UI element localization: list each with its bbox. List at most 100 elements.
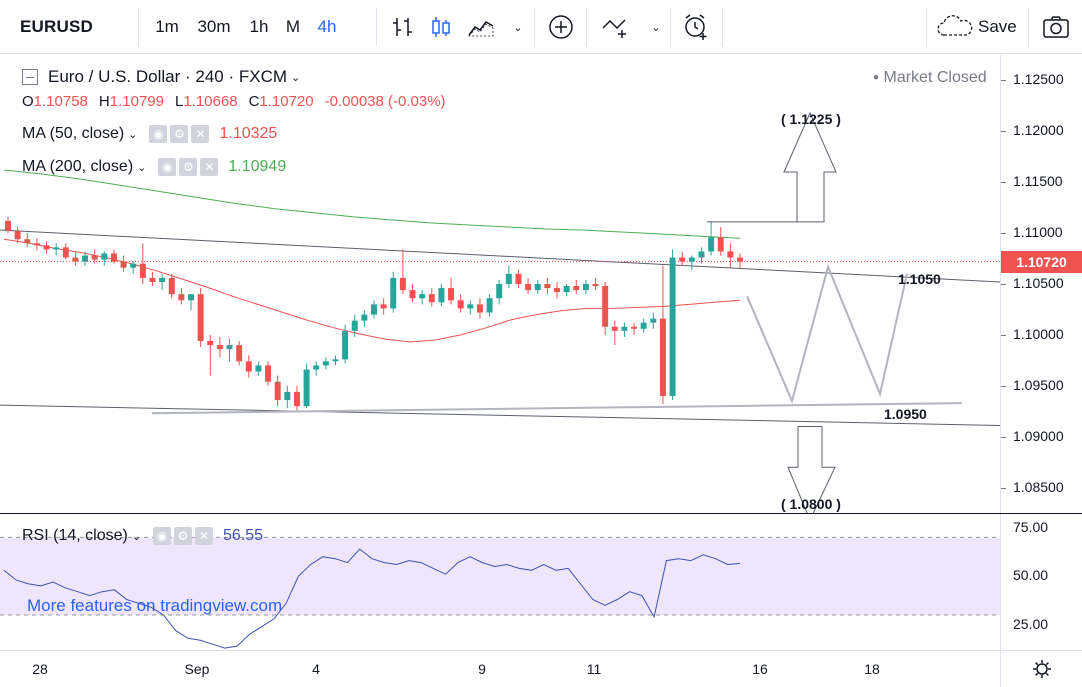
price-chart-panel[interactable] <box>0 55 1001 522</box>
target-up-annotation: ( 1.1225 ) <box>781 111 841 127</box>
ma200-legend: MA (200, close) ⌄ ◉ ⚙ ✕ 1.10949 <box>22 158 286 176</box>
rsi-axis[interactable]: 75.00 50.00 25.00 <box>1000 514 1082 650</box>
candle-body <box>688 257 695 262</box>
candle-body <box>197 294 204 341</box>
indicators-dropdown-chevron-icon[interactable]: ⌄ <box>651 21 661 34</box>
candle-body <box>62 247 69 258</box>
candle-body <box>563 286 570 293</box>
interval-1h-button[interactable]: 1h <box>249 17 269 36</box>
candle-body <box>110 253 117 262</box>
price-axis-tick <box>1001 436 1006 438</box>
price-axis-label: 1.10000 <box>1013 325 1064 342</box>
candle-body <box>120 261 127 268</box>
candle-body <box>351 320 358 331</box>
gear-icon[interactable]: ⚙ <box>170 125 189 143</box>
ma200-menu-chevron-icon[interactable]: ⌄ <box>137 161 147 174</box>
gear-icon[interactable]: ⚙ <box>179 158 198 176</box>
time-axis[interactable]: 28 Sep 4 9 11 16 18 <box>0 650 1000 687</box>
price-axis[interactable]: 1.12500 1.12000 1.11500 1.11000 1.10500 1.100… <box>1000 55 1082 513</box>
toolbar-divider <box>670 8 671 46</box>
eye-icon[interactable]: ◉ <box>158 158 177 176</box>
candle-body <box>265 365 272 382</box>
status-dot-icon: ● <box>873 72 880 83</box>
ma200-line <box>3 169 741 239</box>
eye-icon[interactable]: ◉ <box>149 125 168 143</box>
ma50-line <box>3 238 741 343</box>
candle-body <box>544 284 551 289</box>
candle-body <box>708 237 715 252</box>
support-line <box>151 402 963 415</box>
candle-body <box>207 340 214 346</box>
time-axis-label: 18 <box>864 661 880 677</box>
symbol-title[interactable]: Euro / U.S. Dollar · 240 · FXCM <box>48 67 288 86</box>
rsi-axis-label: 75.00 <box>1013 518 1049 535</box>
close-icon[interactable]: ✕ <box>200 158 219 176</box>
collapse-legend-icon[interactable] <box>22 69 38 85</box>
symbol-search-button[interactable]: EURUSD <box>20 17 93 36</box>
interval-4h-button[interactable]: 4h <box>317 17 337 36</box>
ma50-menu-chevron-icon[interactable]: ⌄ <box>128 128 138 141</box>
rsi-menu-chevron-icon[interactable]: ⌄ <box>131 530 142 543</box>
alert-icon[interactable] <box>678 0 714 54</box>
rsi-panel[interactable] <box>0 514 1000 650</box>
bar-style-icon[interactable] <box>388 0 418 54</box>
candle-body <box>438 288 445 303</box>
interval-m-button[interactable]: M <box>285 17 301 36</box>
ma50-label[interactable]: MA (50, close) <box>22 125 125 142</box>
candle-body <box>82 255 89 262</box>
compare-add-icon[interactable] <box>544 0 578 54</box>
ma50-value: 1.10325 <box>219 125 278 142</box>
time-axis-corner <box>1000 650 1082 687</box>
price-chart-canvas[interactable] <box>0 55 1001 522</box>
close-icon[interactable]: ✕ <box>195 527 214 545</box>
settings-gear-icon[interactable] <box>1001 651 1082 687</box>
candle-body <box>43 245 50 250</box>
close-icon[interactable]: ✕ <box>191 125 210 143</box>
candle-body <box>467 304 474 309</box>
rsi-band <box>0 537 1000 616</box>
target-down-annotation: ( 1.0800 ) <box>781 496 841 512</box>
rsi-chart-canvas[interactable] <box>0 514 1000 650</box>
candle-body <box>245 361 252 372</box>
symbol-menu-chevron-icon[interactable]: ⌄ <box>291 71 301 84</box>
price-axis-tick <box>1001 80 1006 82</box>
ma200-label[interactable]: MA (200, close) <box>22 158 134 175</box>
candle-body <box>448 288 455 301</box>
candle-body <box>332 359 339 362</box>
candle-body <box>342 330 349 360</box>
candle-body <box>496 284 503 299</box>
candle-style-icon[interactable] <box>426 0 456 54</box>
save-button[interactable]: Save <box>936 0 1020 54</box>
candle-body <box>525 284 532 291</box>
gear-icon[interactable]: ⚙ <box>174 527 193 545</box>
candle-body <box>399 277 406 291</box>
area-style-icon[interactable] <box>464 0 498 54</box>
time-axis-label: 4 <box>312 661 320 677</box>
candle-body <box>216 345 223 350</box>
candle-body <box>139 263 146 278</box>
chart-type-dropdown-chevron-icon[interactable]: ⌄ <box>513 21 523 34</box>
toolbar-divider <box>1028 8 1029 46</box>
price-axis-tick <box>1001 385 1006 387</box>
candle-body <box>226 345 233 350</box>
candle-body <box>274 381 281 401</box>
candle-body <box>554 288 560 293</box>
rsi-axis-label: 25.00 <box>1013 615 1049 632</box>
candle-body <box>130 263 137 268</box>
rsi-line <box>3 548 741 649</box>
camera-icon[interactable] <box>1038 0 1074 54</box>
price-axis-tick <box>1001 334 1006 336</box>
rsi-label[interactable]: RSI (14, close) <box>22 527 128 544</box>
candle-body <box>419 294 426 299</box>
panel-divider[interactable] <box>0 513 1082 514</box>
interval-30m-button[interactable]: 30m <box>197 17 231 36</box>
tradingview-watermark[interactable]: More features on tradingview.com <box>27 596 283 615</box>
price-axis-label: 1.12000 <box>1013 122 1064 139</box>
eye-icon[interactable]: ◉ <box>153 527 172 545</box>
channel-lower-line <box>0 404 1001 426</box>
candle-body <box>737 257 743 262</box>
interval-1m-button[interactable]: 1m <box>155 17 179 36</box>
candle-body <box>33 243 40 246</box>
indicators-icon[interactable] <box>596 0 636 54</box>
candle-body <box>582 284 589 291</box>
